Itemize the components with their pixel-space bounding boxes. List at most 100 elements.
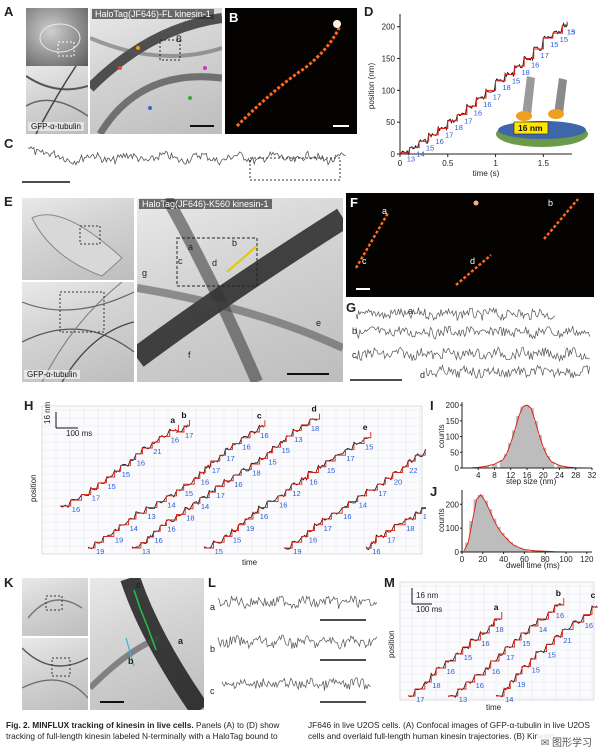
panel-d-step-label: 14 (416, 150, 424, 159)
panel-k-tag-a: a (178, 636, 184, 646)
panel-i-ytick-label: 150 (446, 417, 460, 426)
panel-h-step-label: 16 (309, 535, 317, 544)
panel-j-bar (481, 500, 488, 552)
panel-m-step-label: 17 (416, 695, 424, 704)
panel-h-step-label: 18 (252, 469, 260, 478)
panel-k-tag-b: b (128, 656, 134, 666)
panel-i-xtick-label: 4 (476, 471, 481, 480)
panel-d-step-label: 15 (426, 143, 434, 152)
panel-b-image (225, 8, 357, 134)
panel-e-zoom-image (137, 198, 343, 382)
panel-h-step-label: 15 (282, 446, 290, 455)
panel-h-step-label: 14 (201, 502, 209, 511)
panel-j-ytick-label: 200 (446, 500, 460, 509)
panel-j-xtick-label: 60 (520, 555, 529, 564)
panel-h-step-label: 18 (186, 513, 194, 522)
panel-h-step-label: 16 (279, 501, 287, 510)
panel-j-bar (521, 549, 528, 552)
panel-m-step-label: 16 (476, 681, 484, 690)
panel-d-xlabel: time (s) (473, 169, 500, 178)
panel-d-inset-label: 16 nm (518, 123, 543, 133)
panel-m-step-label: 16 (447, 667, 455, 676)
panel-h-step-label: 20 (394, 477, 402, 486)
panel-g-trajectories (350, 307, 591, 381)
panel-h-step-label: 19 (115, 535, 123, 544)
panel-h-step-label: 15 (122, 470, 130, 479)
panel-d-step-label: 15 (567, 27, 575, 36)
panel-m-trace-tag: b (556, 588, 561, 598)
panel-h-step-label: 15 (423, 512, 426, 521)
figure-caption-left: Fig. 2. MINFLUX tracking of kinesin in l… (6, 720, 288, 742)
panel-a-overview-image (26, 8, 88, 66)
panel-h-step-fit (60, 424, 179, 507)
panel-h-step-label: 14 (130, 524, 138, 533)
panel-h-step-fit (176, 420, 190, 433)
panel-j-fit-curve (463, 493, 567, 553)
panel-e-cell-image (22, 198, 134, 280)
panel-k-tubulin-image (22, 638, 88, 710)
panel-h-step-label: 13 (294, 435, 302, 444)
panel-j-bar (486, 509, 493, 552)
panel-m-scale-y: 16 nm (416, 591, 439, 600)
panel-h-step-label: 15 (268, 457, 276, 466)
panel-e-tag-b: b (232, 238, 238, 248)
panel-h-raw-trace (175, 424, 189, 433)
panel-d-xtick-label: 1.5 (538, 159, 550, 168)
panel-i-bar (483, 466, 490, 468)
panel-d-step-label: 16 (531, 61, 539, 70)
panel-i-xtick-label: 20 (539, 471, 548, 480)
panel-i-xtick-label: 32 (588, 471, 596, 480)
panel-i-xtick-label: 24 (555, 471, 564, 480)
panel-h-scale-y: 16 nm (43, 402, 52, 424)
panel-j-letter: J (430, 484, 438, 499)
panel-l-tag-c: c (210, 686, 215, 696)
panel-d-letter: D (364, 4, 374, 19)
panel-h-step-label: 15 (327, 466, 335, 475)
panel-f-tag-d: d (470, 256, 476, 266)
panel-l-tag-a: a (210, 602, 216, 612)
panel-i-xtick-label: 8 (492, 471, 497, 480)
panel-h-step-label: 16 (343, 512, 351, 521)
panel-j-xtick-label: 120 (580, 555, 594, 564)
panel-i-xlabel: step size (nm) (506, 477, 557, 486)
panel-j-ylabel: counts (437, 508, 446, 532)
panel-h-scale-x: 100 ms (66, 429, 92, 438)
panel-d-step-label: 17 (493, 92, 501, 101)
panel-g-letter: G (346, 300, 357, 315)
panel-h-step-label: 16 (137, 459, 145, 468)
panel-e-bottom-label: GFP-α-tubulin (24, 370, 80, 379)
panel-h-step-label: 16 (167, 525, 175, 534)
panel-h-step-label: 15 (365, 443, 373, 452)
panel-d-step-label: 13 (567, 27, 575, 36)
panel-f-tag-b: b (548, 198, 554, 208)
panel-d-xtick-label: 0 (398, 159, 403, 168)
panel-m-step-label: 16 (585, 621, 593, 630)
panel-d-ylabel: position (nm) (367, 63, 376, 110)
panel-d-step-label: 15 (512, 76, 520, 85)
panel-h-ylabel: position (29, 474, 38, 502)
panel-h-step-label: 17 (217, 491, 225, 500)
panel-a-title: HaloTag(JF646)-FL kinesin-1 (92, 9, 214, 19)
panel-m-step-label: 15 (522, 639, 530, 648)
panel-f-tag-c: c (362, 256, 367, 266)
panel-m-trace-tag: a (494, 602, 499, 612)
panel-m-step-label: 17 (506, 653, 514, 662)
panel-e-letter: E (4, 194, 13, 209)
panel-m-step-label: 16 (481, 639, 489, 648)
panel-m-scale-x: 100 ms (416, 605, 442, 614)
panel-i-bar (503, 453, 510, 468)
panel-d-step-label: 17 (445, 131, 453, 140)
panel-h-step-label: 13 (147, 512, 155, 521)
panel-i-bar (532, 420, 538, 468)
panel-d-step-label: 18 (502, 83, 510, 92)
panel-i-bar (548, 461, 555, 468)
panel-h-step-label: 18 (311, 424, 319, 433)
panel-d-step-label: 18 (521, 68, 529, 77)
panel-j-xlabel: dwell time (ms) (506, 561, 560, 570)
panel-d-step-label: 17 (464, 117, 472, 126)
panel-h-step-label: 17 (324, 524, 332, 533)
panel-m-trace-tag: c (591, 590, 596, 600)
panel-h-step-label: 19 (246, 524, 254, 533)
panel-j-xtick-label: 0 (460, 555, 465, 564)
panel-g-tag-d: d (420, 370, 426, 380)
